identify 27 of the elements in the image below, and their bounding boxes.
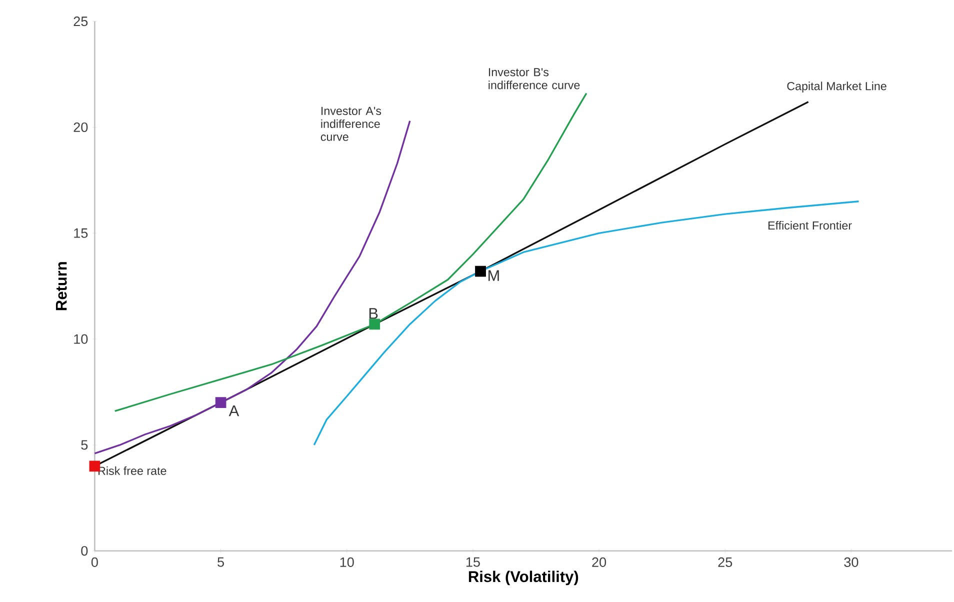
y-tick-label: 15: [74, 228, 88, 238]
series-label: A: [228, 405, 240, 416]
x-tick-label: 25: [718, 557, 732, 567]
x-tick-label: 10: [340, 557, 354, 567]
y-tick-label: 10: [74, 334, 88, 344]
x-tick-label: 15: [466, 557, 480, 567]
x-tick-label: 0: [91, 557, 98, 567]
y-tick-label: 5: [81, 440, 88, 450]
point: [215, 397, 226, 408]
series-label: Investor B's indifference curve: [488, 68, 580, 90]
series-label: Efficient Frontier: [768, 220, 852, 230]
x-tick-label: 5: [218, 557, 224, 567]
series-label: B: [369, 308, 378, 319]
x-axis-title: Risk (Volatility): [468, 570, 578, 586]
point: [89, 460, 100, 472]
y-tick-label: 25: [74, 16, 88, 26]
series-label: Capital Market Line: [787, 82, 886, 92]
x-tick-label: 20: [592, 557, 606, 567]
y-tick-label: 0: [81, 546, 88, 556]
series-label: Investor A's indifference curve: [320, 106, 382, 141]
y-axis-title: Return: [56, 262, 67, 310]
point: [369, 318, 380, 330]
series-label: M: [488, 270, 499, 281]
x-tick-label: 30: [844, 557, 858, 567]
point: [475, 266, 486, 277]
y-tick-label: 20: [74, 122, 88, 132]
line-series: [313, 200, 860, 446]
